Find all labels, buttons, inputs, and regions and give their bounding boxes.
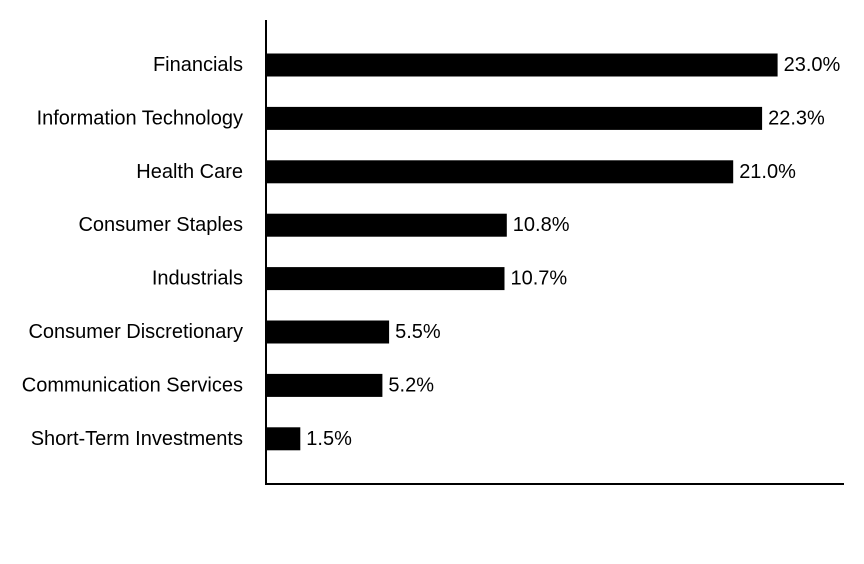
value-label: 1.5% <box>306 428 352 450</box>
bar-consumer-staples <box>267 213 507 237</box>
value-label: 5.5% <box>395 321 441 343</box>
category-label: Information Technology <box>37 107 243 129</box>
bars-group <box>267 53 778 451</box>
bar-information-technology <box>267 106 763 130</box>
category-label: Health Care <box>136 161 243 183</box>
bar-communication-services <box>267 373 383 397</box>
category-label: Consumer Staples <box>78 214 243 236</box>
category-label: Short-Term Investments <box>31 428 243 450</box>
value-labels-group: 23.0% 22.3% 21.0% 10.8% 10.7% 5.5% 5.2% 1.5% <box>306 54 840 450</box>
value-label: 5.2% <box>388 374 434 396</box>
bar-industrials <box>267 267 505 291</box>
value-label: 22.3% <box>768 107 825 129</box>
value-label: 10.8% <box>513 214 570 236</box>
value-label: 10.7% <box>511 268 568 290</box>
bar-consumer-discretionary <box>267 320 390 344</box>
category-label: Industrials <box>152 268 243 290</box>
bar-health-care <box>267 160 734 184</box>
bar-financials <box>267 53 778 77</box>
category-label: Communication Services <box>22 374 243 396</box>
value-label: 23.0% <box>784 54 841 76</box>
category-label: Financials <box>153 54 243 76</box>
category-label: Consumer Discretionary <box>28 321 243 343</box>
bar-short-term-investments <box>267 427 301 451</box>
category-labels-group: Financials Information Technology Health C… <box>22 54 243 450</box>
value-label: 21.0% <box>739 161 796 183</box>
